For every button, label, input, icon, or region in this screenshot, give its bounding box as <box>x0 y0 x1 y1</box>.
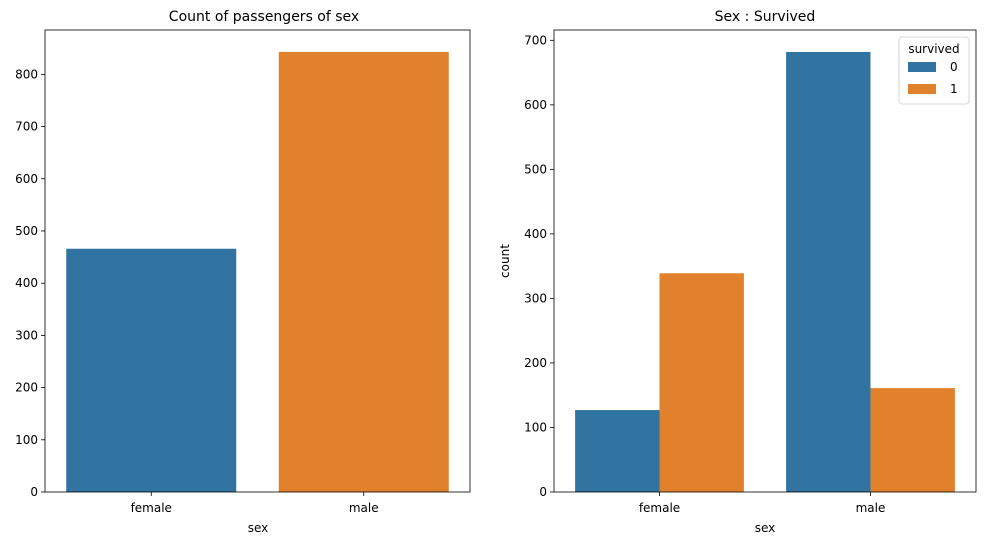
bar-male <box>278 51 449 493</box>
y-tick-label: 100 <box>15 433 38 447</box>
y-tick-label: 100 <box>524 420 547 434</box>
bar-female-survived-1 <box>659 273 744 492</box>
chart-title: Sex : Survived <box>715 9 816 25</box>
legend-label-0: 0 <box>950 60 958 74</box>
bars <box>66 51 449 493</box>
y-tick-label: 600 <box>524 98 547 112</box>
bar-female-survived-0 <box>575 410 660 492</box>
chart-sex-survived: Sex : Survived sex count 0 100 200 300 400 50… <box>498 9 977 535</box>
plot-frame <box>44 29 471 493</box>
bar-male-survived-1 <box>870 388 955 492</box>
y-tick-label: 700 <box>15 120 38 134</box>
chart-count-by-sex: Count of passengers of sex sex 0 100 200 30… <box>15 9 471 535</box>
legend-title: survived <box>908 42 959 56</box>
legend: survived 0 1 <box>898 36 970 105</box>
legend-swatch-1 <box>908 84 936 94</box>
bars <box>575 51 955 493</box>
chart-title: Count of passengers of sex <box>169 9 359 25</box>
y-tick-label: 200 <box>524 356 547 370</box>
y-tick-label: 0 <box>30 485 38 499</box>
x-axis: female male <box>639 492 886 515</box>
y-tick-label: 500 <box>15 224 38 238</box>
x-axis-label: sex <box>755 521 776 535</box>
y-tick-label: 800 <box>15 67 38 81</box>
y-tick-label: 300 <box>15 328 38 342</box>
legend-label-1: 1 <box>950 82 958 96</box>
y-tick-label: 400 <box>15 276 38 290</box>
y-axis: 0 100 200 300 400 500 600 700 <box>524 33 554 499</box>
y-tick-label: 400 <box>524 227 547 241</box>
x-tick-label: female <box>639 501 680 515</box>
x-axis-label: sex <box>248 521 269 535</box>
y-tick-label: 300 <box>524 291 547 305</box>
y-tick-label: 600 <box>15 172 38 186</box>
x-axis: female male <box>131 492 379 515</box>
x-tick-label: female <box>131 501 172 515</box>
y-axis: 0 100 200 300 400 500 600 700 800 <box>15 67 45 499</box>
y-tick-label: 700 <box>524 33 547 47</box>
x-tick-label: male <box>349 501 379 515</box>
y-tick-label: 500 <box>524 162 547 176</box>
legend-swatch-0 <box>908 62 936 72</box>
y-tick-label: 200 <box>15 381 38 395</box>
bar-female <box>66 248 237 492</box>
bar-male-survived-0 <box>786 51 871 493</box>
x-tick-label: male <box>856 501 886 515</box>
plot-frame <box>553 29 977 493</box>
y-tick-label: 0 <box>539 485 547 499</box>
y-axis-label: count <box>498 244 512 278</box>
